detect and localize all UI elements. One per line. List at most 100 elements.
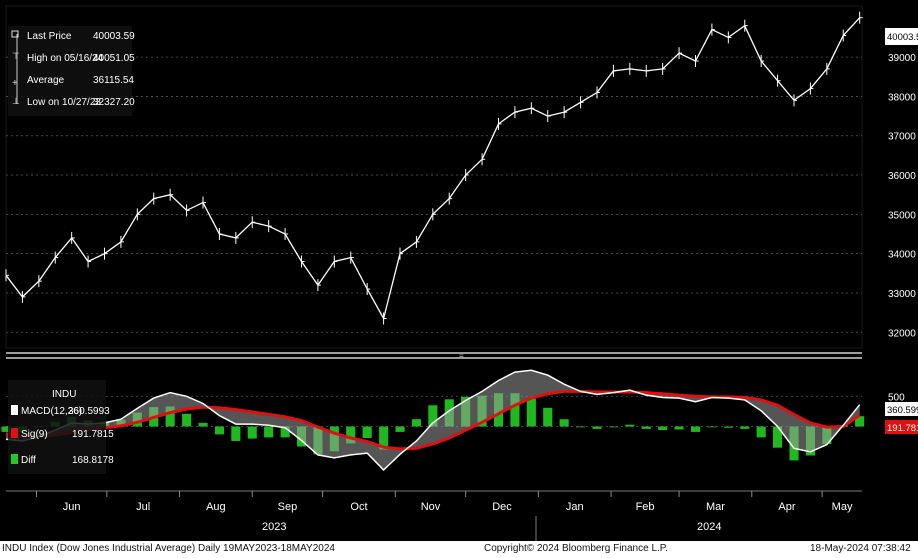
last-price-tag: 40003.59	[885, 28, 918, 45]
year-label-2023: 2023	[262, 521, 286, 533]
legend-low-value: 32327.20	[93, 97, 135, 108]
diff-bar	[707, 426, 717, 428]
month-label: Dec	[492, 501, 512, 513]
legend-last-price-label: Last Price	[27, 31, 72, 42]
price-panel: 32000 33000 34000 35000 36000 37000 38000 39000…	[5, 5, 918, 349]
macd-legend: INDU MACD(12,26) 360.5993 Sig(9) 191.781…	[8, 380, 114, 474]
diff-bar	[379, 426, 389, 450]
diff-bar	[608, 426, 618, 428]
legend-diff-value: 168.8178	[72, 455, 114, 466]
diff-bar	[526, 398, 536, 427]
signal-tag-text: 191.7815	[887, 423, 918, 434]
divider-handle-icon[interactable]: ≡	[459, 352, 464, 361]
diff-bar	[214, 426, 224, 435]
footer-timestamp: 18-May-2024 07:38:42	[810, 543, 911, 554]
month-label: Apr	[778, 501, 795, 513]
diff-bar	[576, 426, 586, 428]
month-label: Jun	[63, 501, 81, 513]
price-y-tick-label: 38000	[888, 92, 916, 103]
month-labels: Jun Jul Aug Sep Oct Nov Dec Jan Feb Mar Apr May	[35, 491, 853, 513]
diff-bar	[740, 426, 750, 429]
legend-macd-label: MACD(12,26)	[21, 406, 82, 417]
diff-swatch	[11, 454, 18, 464]
diff-bar	[674, 426, 684, 430]
legend-high-label: High on 05/16/24	[27, 53, 104, 64]
chart-canvas: 32000 33000 34000 35000 36000 37000 38000 39000…	[1, 5, 918, 541]
diff-bar	[280, 426, 290, 438]
signal-series-line	[5, 389, 861, 451]
footer-index-description: INDU Index (Dow Jones Industrial Average…	[2, 543, 335, 554]
legend-signal-value: 191.7815	[72, 429, 114, 440]
last-price-tag-text: 40003.59	[887, 32, 918, 43]
price-y-tick-label: 33000	[888, 289, 916, 300]
price-y-tick-label: 37000	[888, 132, 916, 143]
diff-bar	[543, 407, 553, 427]
price-y-tick-label: 34000	[888, 250, 916, 261]
average-marker-icon: +	[12, 78, 18, 89]
price-y-tick-label: 36000	[888, 171, 916, 182]
diff-bar	[411, 419, 421, 427]
diff-bar	[592, 426, 602, 429]
diff-bar	[428, 405, 438, 427]
footer-copyright: Copyright© 2024 Bloomberg Finance L.P.	[484, 543, 668, 554]
diff-bar	[362, 426, 372, 438]
macd-value-tag: 360.5993	[885, 402, 918, 416]
legend-signal-label: Sig(9)	[21, 429, 48, 440]
macd-y-tick-label: 500	[888, 392, 905, 403]
diff-bar	[723, 426, 733, 428]
diff-bar	[756, 426, 766, 438]
price-legend: ⊤ + ⊥ Last Price 40003.59 High on 05/16/…	[8, 26, 135, 116]
diff-bar	[773, 426, 783, 448]
month-label: Aug	[206, 501, 226, 513]
legend-low-label: Low on 10/27/23	[27, 97, 101, 108]
month-label: Nov	[421, 501, 441, 513]
diff-bar	[691, 426, 701, 432]
diff-bar	[510, 393, 520, 427]
month-label: May	[832, 501, 853, 513]
legend-high-value: 40051.05	[93, 53, 135, 64]
legend-last-price-value: 40003.59	[93, 31, 135, 42]
diff-bar	[182, 413, 192, 427]
diff-bar	[247, 426, 257, 439]
signal-swatch	[11, 428, 18, 438]
legend-diff-label: Diff	[21, 455, 36, 466]
diff-bar	[165, 406, 175, 427]
legend-average-label: Average	[27, 75, 65, 86]
diff-bar	[625, 424, 635, 427]
month-label: Mar	[706, 501, 725, 513]
month-label: Oct	[350, 501, 367, 513]
month-label: Sep	[278, 501, 298, 513]
macd-panel-title: INDU	[52, 389, 76, 400]
diff-bar	[395, 426, 405, 432]
panel-divider[interactable]: ≡	[6, 352, 862, 361]
diff-bar	[1, 426, 11, 432]
diff-bar	[658, 426, 668, 431]
diff-bar	[559, 419, 569, 427]
year-label-2024: 2024	[697, 521, 721, 533]
macd-panel: 5000 360.5993 191.7815 INDU MACD(12,26) …	[1, 363, 918, 490]
month-label: Feb	[636, 501, 655, 513]
macd-tag-text: 360.5993	[887, 405, 918, 416]
diff-bar	[264, 426, 274, 438]
legend-average-value: 36115.54	[93, 75, 134, 86]
macd-swatch	[11, 405, 18, 415]
signal-value-tag: 191.7815	[885, 420, 918, 434]
diff-bar	[641, 426, 651, 429]
footer-bar: INDU Index (Dow Jones Industrial Average…	[0, 541, 918, 558]
x-axis: Jun Jul Aug Sep Oct Nov Dec Jan Feb Mar Apr May 202…	[6, 490, 862, 541]
price-y-axis: 32000 33000 34000 35000 36000 37000 38000 39000	[888, 53, 916, 339]
low-marker-icon: ⊥	[12, 96, 20, 106]
price-y-tick-label: 35000	[888, 210, 916, 221]
high-marker-icon: ⊤	[12, 51, 20, 61]
legend-macd-value: 360.5993	[68, 406, 110, 417]
macd-series-line	[5, 369, 861, 472]
price-ohlc-ticks	[5, 11, 863, 325]
price-y-tick-label: 32000	[888, 328, 916, 339]
diff-bar	[198, 422, 208, 427]
month-label: Jul	[136, 501, 150, 513]
diff-bar	[855, 416, 865, 427]
month-label: Jan	[566, 501, 584, 513]
price-y-tick-label: 39000	[888, 53, 916, 64]
diff-bar	[346, 426, 356, 444]
